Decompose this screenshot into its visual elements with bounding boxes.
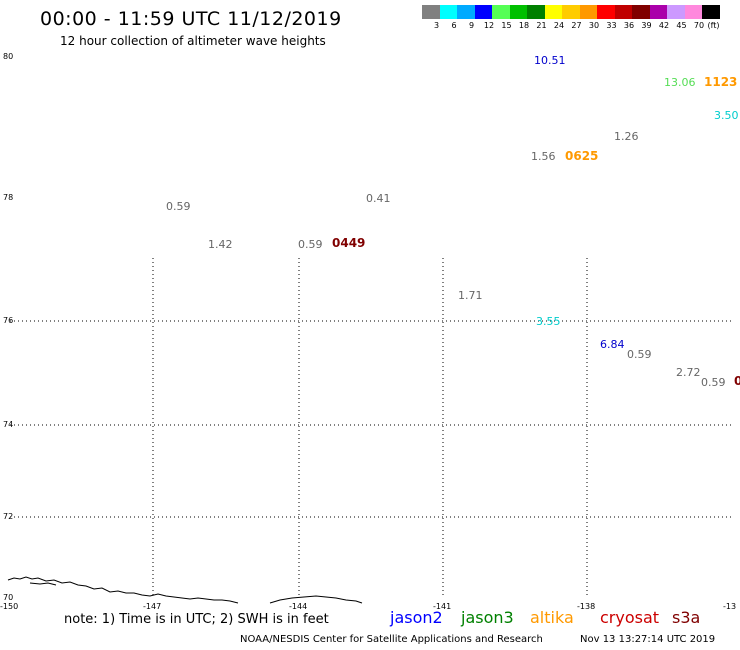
color-legend-label: 36 (623, 21, 635, 30)
wave-height-label: 0.59 (166, 200, 191, 213)
color-swatch (527, 5, 545, 19)
wave-height-label: 0.59 (298, 238, 323, 251)
color-swatch (614, 5, 632, 19)
longitude-label: -147 (143, 602, 162, 611)
satellite-label-jason3: jason3 (461, 608, 514, 627)
color-swatch (667, 5, 685, 19)
latitude-label: 70 (3, 593, 14, 602)
color-swatch (492, 5, 510, 19)
wave-height-label: 1.56 (531, 150, 556, 163)
color-legend-label: 24 (553, 21, 565, 30)
coastline (7, 576, 363, 604)
wave-height-label: 1.26 (614, 130, 639, 143)
color-swatch (702, 5, 720, 19)
coastline-west (7, 576, 239, 604)
color-legend (422, 5, 720, 19)
color-legend-label: 21 (536, 21, 547, 30)
color-legend-label: 42 (658, 21, 670, 30)
color-swatch (649, 5, 667, 19)
color-legend-label: (ft) (707, 21, 720, 30)
color-legend-label: 45 (676, 21, 687, 30)
longitude-label: -150 (0, 602, 19, 611)
pass-time-label: 0 (734, 374, 740, 388)
wave-height-label: 2.72 (676, 366, 701, 379)
longitude-label: -138 (577, 602, 596, 611)
longitude-label: -144 (289, 602, 308, 611)
color-legend-label: 70 (693, 21, 705, 30)
wave-height-label: 0.59 (701, 376, 726, 389)
color-legend-label: 30 (588, 21, 600, 30)
longitude-label: -13 (723, 602, 737, 611)
color-legend-label: 12 (483, 21, 495, 30)
credit-line: NOAA/NESDIS Center for Satellite Applica… (240, 634, 543, 645)
wave-height-label: 1.42 (208, 238, 233, 251)
color-legend-label: 27 (571, 21, 582, 30)
color-swatch (439, 5, 457, 19)
satellite-label-cryosat: cryosat (600, 608, 660, 627)
wave-height-label: 0.59 (627, 348, 652, 361)
footnote: note: 1) Time is in UTC; 2) SWH is in fe… (64, 612, 329, 627)
satellite-label-altika: altika (530, 608, 574, 627)
wave-height-label: 1.71 (458, 289, 483, 302)
coastline-east (269, 595, 363, 604)
color-swatch (597, 5, 615, 19)
color-legend-label: 3 (433, 21, 440, 30)
coastline-island (29, 582, 57, 586)
wave-height-label: 10.51 (534, 54, 566, 67)
color-legend-label: 39 (641, 21, 652, 30)
color-swatch (509, 5, 527, 19)
map-title: 00:00 - 11:59 UTC 11/12/2019 (40, 8, 342, 30)
latitude-label: 74 (3, 420, 14, 429)
pass-time-label: 1123 (704, 75, 738, 89)
wave-height-label: 6.84 (600, 338, 625, 351)
color-swatch (632, 5, 650, 19)
latitude-label: 80 (3, 52, 14, 61)
wave-height-label: 3.55 (536, 315, 561, 328)
graticule (10, 258, 733, 598)
color-swatch (474, 5, 492, 19)
wave-height-label: 3.50 (714, 109, 739, 122)
color-swatch (457, 5, 475, 19)
color-swatch (562, 5, 580, 19)
color-swatch (544, 5, 562, 19)
pass-time-label: 0449 (332, 236, 366, 250)
latitude-label: 76 (3, 316, 14, 325)
pass-time-label: 0625 (565, 149, 599, 163)
color-swatch (422, 5, 440, 19)
longitude-label: -141 (433, 602, 452, 611)
color-legend-label: 15 (501, 21, 512, 30)
satellite-label-s3a: s3a (672, 608, 701, 627)
latitude-label: 78 (3, 193, 14, 202)
latitude-label: 72 (3, 512, 14, 521)
generated-timestamp: Nov 13 13:27:14 UTC 2019 (580, 634, 716, 645)
color-legend-label: 9 (468, 21, 475, 30)
map-subtitle: 12 hour collection of altimeter wave hei… (60, 34, 326, 48)
color-swatch (579, 5, 597, 19)
wave-height-label: 0.41 (366, 192, 391, 205)
color-swatch (684, 5, 702, 19)
wave-height-label: 13.06 (664, 76, 696, 89)
color-legend-label: 18 (518, 21, 530, 30)
satellite-label-jason2: jason2 (390, 608, 443, 627)
color-legend-label: 33 (606, 21, 617, 30)
color-legend-label: 6 (451, 21, 457, 30)
